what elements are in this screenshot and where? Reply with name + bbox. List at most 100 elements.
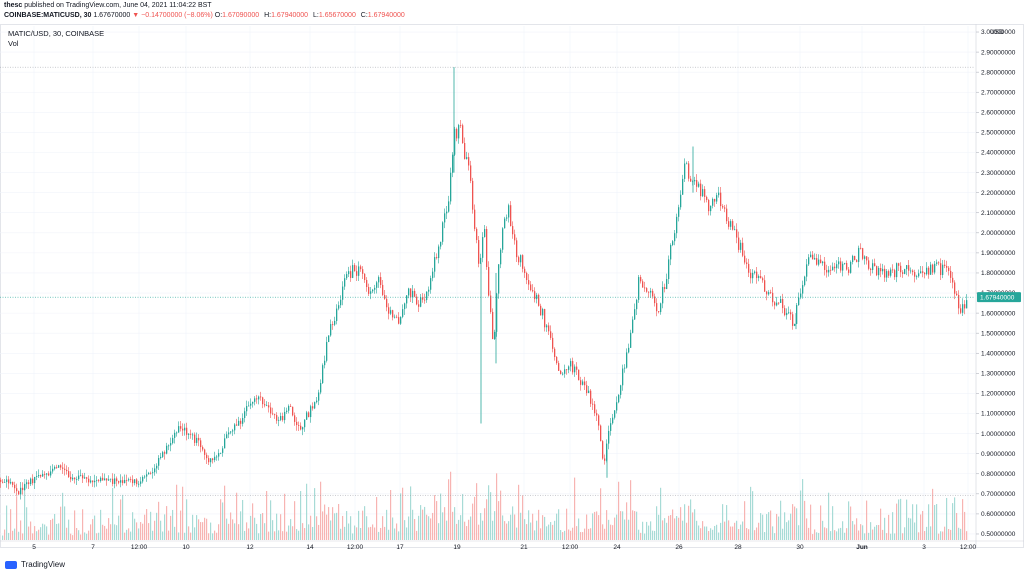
- candle-body: [344, 278, 346, 287]
- volume-bar: [24, 479, 26, 540]
- volume-bar: [860, 524, 862, 540]
- candle-body: [796, 305, 798, 324]
- volume-bar: [314, 488, 316, 540]
- volume-bar: [644, 533, 646, 540]
- candle-body: [324, 360, 326, 366]
- candle-body: [704, 189, 706, 197]
- candle-body: [374, 287, 376, 290]
- volume-bar: [216, 532, 218, 540]
- volume-bar: [798, 525, 800, 540]
- volume-bar: [690, 499, 692, 540]
- candle-body: [276, 415, 278, 421]
- candle-body: [582, 381, 584, 385]
- volume-bar: [552, 524, 554, 540]
- candle-body: [572, 361, 574, 373]
- candle-body: [962, 304, 964, 313]
- y-tick-label: 2.80000000: [981, 69, 1016, 76]
- volume-bar: [920, 514, 922, 540]
- volume-bar: [66, 527, 68, 540]
- volume-bar: [804, 500, 806, 540]
- volume-bar: [850, 506, 852, 540]
- volume-bar: [472, 503, 474, 540]
- volume-bar: [384, 526, 386, 540]
- candle-body: [56, 466, 58, 468]
- candle-body: [50, 471, 52, 476]
- volume-bar: [14, 528, 16, 540]
- volume-bar: [580, 532, 582, 540]
- volume-bar: [778, 516, 780, 540]
- candle-body: [902, 272, 904, 274]
- candle-body: [186, 427, 188, 435]
- volume-bar: [598, 515, 600, 540]
- candle-body: [182, 428, 184, 431]
- volume-bar: [660, 487, 662, 540]
- candle-body: [524, 268, 526, 273]
- candle-body: [604, 458, 606, 461]
- volume-bar: [406, 527, 408, 540]
- volume-bar: [744, 501, 746, 540]
- candle-body: [248, 405, 250, 407]
- candle-body: [872, 263, 874, 270]
- volume-bar: [914, 522, 916, 540]
- volume-bar: [328, 507, 330, 540]
- volume-bar: [852, 521, 854, 540]
- volume-bar: [692, 512, 694, 540]
- volume-bar: [326, 514, 328, 540]
- y-tick-label: 1.00000000: [981, 431, 1016, 438]
- candle-body: [560, 370, 562, 374]
- y-tick-label: 0.90000000: [981, 451, 1016, 458]
- volume-bar: [278, 530, 280, 540]
- volume-bar: [184, 532, 186, 540]
- volume-bar: [20, 520, 22, 540]
- volume-bar: [854, 524, 856, 540]
- candle-body: [94, 480, 96, 483]
- volume-bar: [656, 506, 658, 540]
- candle-body: [484, 229, 486, 238]
- candle-body: [578, 369, 580, 381]
- candle-body: [202, 447, 204, 450]
- volume-bar: [130, 531, 132, 540]
- volume-bar: [698, 525, 700, 540]
- volume-bar: [948, 528, 950, 540]
- volume-bar: [774, 533, 776, 540]
- candle-body: [380, 277, 382, 285]
- volume-bar: [924, 531, 926, 540]
- candle-body: [10, 482, 12, 484]
- volume-bar: [388, 529, 390, 540]
- candle-body: [834, 266, 836, 269]
- candle-body: [628, 347, 630, 353]
- volume-bar: [82, 509, 84, 540]
- candle-body: [254, 398, 256, 402]
- volume-bar: [36, 531, 38, 540]
- candle-body: [820, 259, 822, 264]
- candle-body: [780, 298, 782, 303]
- candle-body: [620, 385, 622, 395]
- candle-body: [416, 296, 418, 305]
- candle-body: [556, 357, 558, 364]
- candle-body: [694, 180, 696, 182]
- candle-body: [494, 331, 496, 340]
- volume-bar: [290, 519, 292, 540]
- candle-body: [8, 479, 10, 484]
- candle-body: [584, 381, 586, 386]
- candle-body: [634, 309, 636, 320]
- candle-body: [542, 309, 544, 316]
- candle-body: [898, 263, 900, 266]
- volume-bar: [844, 532, 846, 540]
- candle-body: [128, 479, 130, 481]
- volume-bar: [756, 527, 758, 540]
- volume-bar: [434, 495, 436, 540]
- volume-bar: [396, 523, 398, 540]
- volume-bar: [370, 526, 372, 540]
- candle-body: [832, 266, 834, 271]
- candle-body: [116, 478, 118, 482]
- volume-bar: [498, 501, 500, 540]
- volume-bar: [636, 511, 638, 540]
- volume-bar: [642, 521, 644, 540]
- x-tick-label: 19: [453, 544, 461, 551]
- volume-bar: [752, 491, 754, 540]
- candle-body: [218, 453, 220, 457]
- volume-bar: [764, 532, 766, 540]
- volume-bar: [416, 530, 418, 540]
